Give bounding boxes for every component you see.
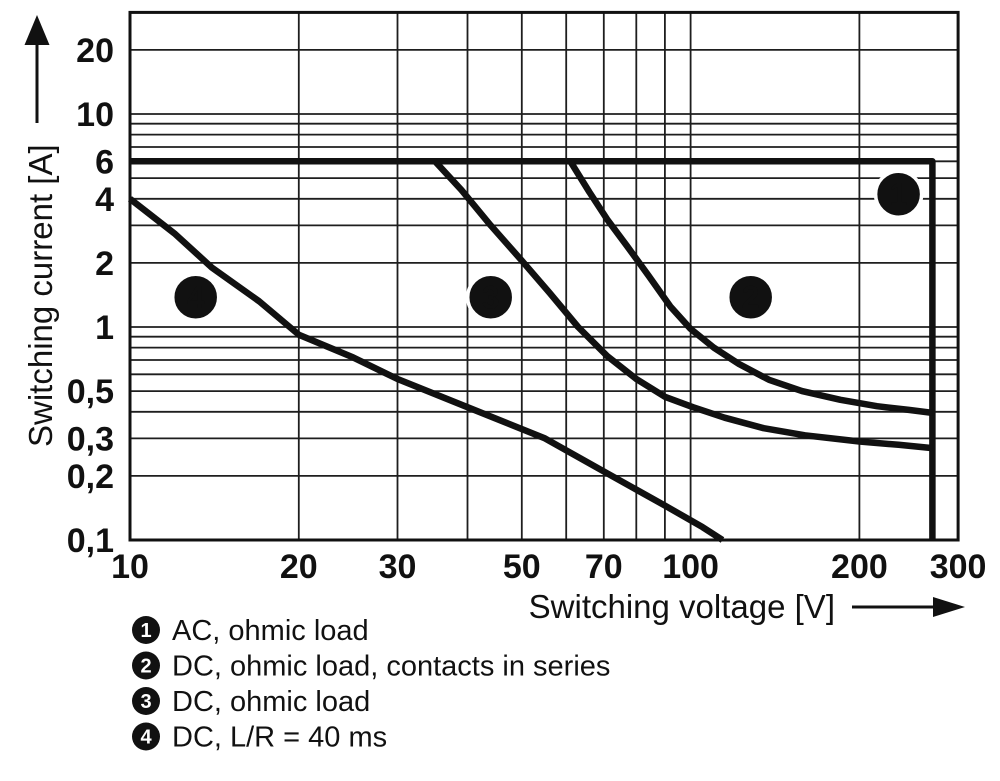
legend-label: DC, L/R = 40 ms <box>172 722 387 754</box>
x-tick-label: 70 <box>585 548 623 586</box>
legend-label: DC, ohmic load <box>172 686 370 718</box>
y-tick-label: 1 <box>95 309 114 347</box>
x-axis-title: Switching voltage [V] <box>529 588 835 625</box>
x-axis-arrow-icon <box>852 597 965 617</box>
x-tick-label: 20 <box>280 548 318 586</box>
y-tick-label: 6 <box>95 143 114 181</box>
curve-1 <box>130 161 932 540</box>
legend-label: DC, ohmic load, contacts in series <box>172 651 610 683</box>
y-tick-label: 0,3 <box>67 420 114 458</box>
y-tick-label: 0,2 <box>67 458 114 496</box>
y-axis-title: Switching current [A] <box>22 144 59 447</box>
load-curve-figure: 12341020305070100200300201064210,50,30,2… <box>0 0 1000 781</box>
x-tick-label: 10 <box>111 548 149 586</box>
curve-badge-number: 1 <box>890 177 908 213</box>
y-tick-label: 0,1 <box>67 522 114 560</box>
legend-badge-number: 4 <box>140 727 152 749</box>
y-tick-label: 10 <box>76 96 114 134</box>
x-tick-label: 300 <box>930 548 987 586</box>
x-tick-label: 50 <box>503 548 541 586</box>
legend-label: AC, ohmic load <box>172 615 369 647</box>
y-axis-arrow-icon <box>25 15 50 123</box>
legend-badge-number: 2 <box>140 656 151 678</box>
x-tick-label: 100 <box>662 548 719 586</box>
y-tick-label: 0,5 <box>67 373 114 411</box>
y-tick-label: 20 <box>76 32 114 70</box>
x-tick-label: 200 <box>831 548 888 586</box>
legend-item: 1 AC, ohmic load <box>132 615 369 647</box>
legend-badge-number: 3 <box>140 691 151 713</box>
legend-item: 4 DC, L/R = 40 ms <box>132 722 387 754</box>
legend-item: 2 DC, ohmic load, contacts in series <box>132 651 610 683</box>
switching-capacity-chart: 12341020305070100200300201064210,50,30,2… <box>0 0 1000 781</box>
legend-badge-number: 1 <box>140 620 151 642</box>
plot-border <box>130 12 958 540</box>
y-tick-label: 2 <box>95 245 114 283</box>
legend-item: 3 DC, ohmic load <box>132 686 370 718</box>
plot-area: 12341020305070100200300201064210,50,30,2… <box>67 12 987 586</box>
x-tick-label: 30 <box>379 548 417 586</box>
curve-badge-number: 3 <box>482 280 500 316</box>
curve-badge-number: 4 <box>187 280 205 316</box>
legend: 1 AC, ohmic load 2 DC, ohmic load, conta… <box>132 615 610 754</box>
curve-badge-number: 2 <box>742 280 760 316</box>
y-tick-label: 4 <box>95 181 114 219</box>
